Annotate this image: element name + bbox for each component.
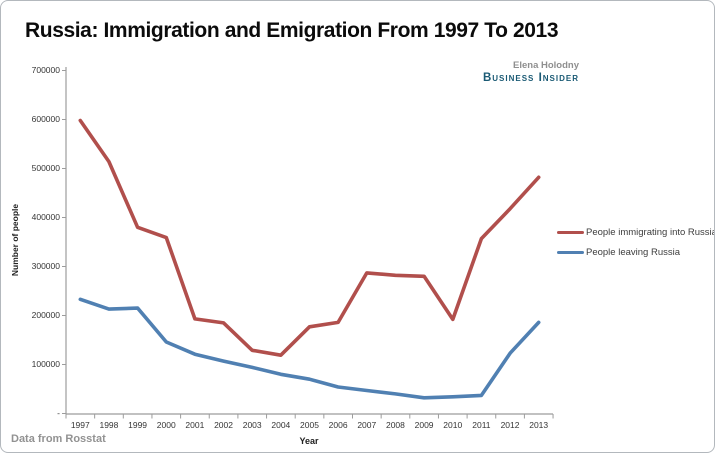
y-axis-title: Number of people: [10, 203, 20, 277]
x-tick-label: 2011: [472, 420, 491, 430]
y-tick-label: 400000: [31, 212, 60, 222]
x-tick-label: 2010: [443, 420, 463, 430]
y-tick-label: 700000: [31, 65, 60, 75]
x-tick-label: 2012: [500, 420, 520, 430]
x-tick-label: 1998: [99, 420, 119, 430]
source-note: Data from Rosstat: [11, 433, 106, 445]
x-tick-label: 2003: [242, 420, 262, 430]
y-tick-label: 300000: [31, 261, 60, 271]
x-tick-label: 2006: [328, 420, 348, 430]
x-tick-label: 2004: [271, 420, 291, 430]
legend-label-immigration: People immigrating into Russia: [586, 227, 715, 238]
attribution: Elena Holodny Business Insider: [482, 60, 579, 85]
x-tick-label: 2007: [357, 420, 377, 430]
x-tick-label: 2002: [214, 420, 233, 430]
legend-swatch-emigration: [557, 250, 584, 255]
y-tick-label: 600000: [31, 114, 60, 124]
legend-swatch-immigration: [557, 230, 584, 235]
x-tick-label: 2000: [156, 420, 176, 430]
x-axis-title: Year: [299, 436, 319, 446]
chart-title: Russia: Immigration and Emigration From …: [25, 19, 559, 42]
emigration-line: [78, 297, 541, 400]
x-tick-label: 2001: [185, 420, 205, 430]
x-tick-label: 2013: [529, 420, 549, 430]
x-tick-label: 1999: [128, 420, 148, 430]
attribution-author: Elena Holodny: [513, 60, 579, 71]
y-tick-label: -: [57, 408, 60, 418]
x-tick-label: 2008: [385, 420, 405, 430]
brand-logo-text: Business Insider: [482, 71, 579, 84]
x-tick-label: 2005: [300, 420, 319, 430]
y-tick-label: 100000: [31, 359, 60, 369]
y-tick-label: 500000: [31, 163, 60, 173]
y-tick-label: 200000: [31, 310, 60, 320]
x-tick-label: 2009: [414, 420, 434, 430]
x-tick-label: 1997: [70, 420, 90, 430]
legend-label-emigration: People leaving Russia: [586, 247, 681, 258]
legend-item-emigration: People leaving Russia: [557, 247, 680, 258]
legend-item-immigration: People immigrating into Russia: [557, 227, 715, 238]
immigration-line: [78, 118, 541, 358]
